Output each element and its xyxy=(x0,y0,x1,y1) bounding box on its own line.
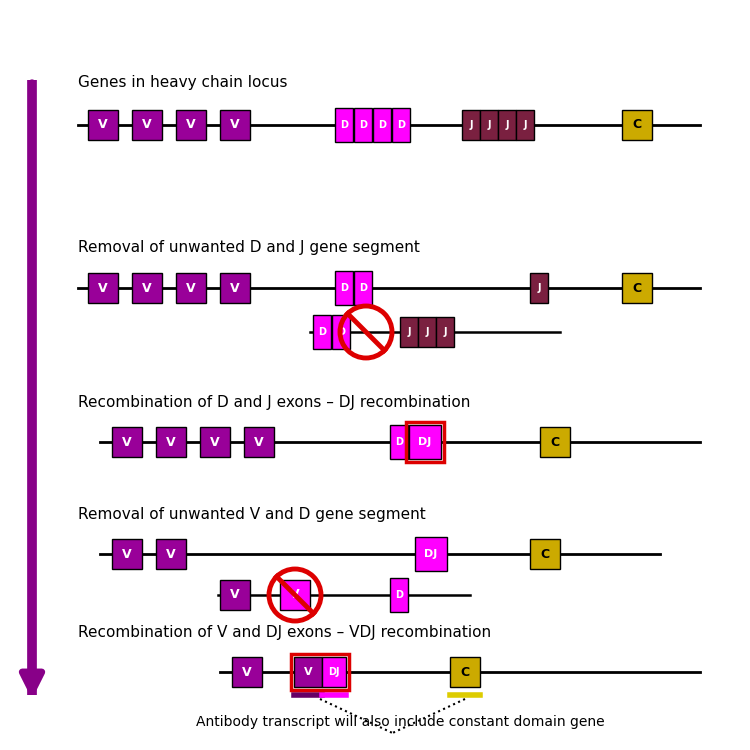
Bar xyxy=(498,110,516,140)
Bar xyxy=(540,427,570,457)
Bar xyxy=(516,110,534,140)
Bar xyxy=(156,539,186,569)
Text: C: C xyxy=(460,665,470,679)
Bar xyxy=(322,657,346,687)
Bar xyxy=(436,317,454,347)
Bar xyxy=(622,110,652,140)
Bar xyxy=(400,317,418,347)
Text: Recombination of D and J exons – DJ recombination: Recombination of D and J exons – DJ reco… xyxy=(78,395,470,410)
Text: D: D xyxy=(340,283,348,293)
Bar xyxy=(622,273,652,303)
Text: Antibody transcript will also include constant domain gene: Antibody transcript will also include co… xyxy=(196,715,604,729)
Bar xyxy=(373,108,391,142)
Bar xyxy=(415,537,447,571)
Bar xyxy=(313,315,331,349)
Text: Recombination of V and DJ exons – VDJ recombination: Recombination of V and DJ exons – VDJ re… xyxy=(78,625,491,640)
Bar xyxy=(354,108,372,142)
Text: C: C xyxy=(550,436,560,448)
Bar xyxy=(462,110,480,140)
Bar xyxy=(530,539,560,569)
Text: D: D xyxy=(359,283,367,293)
Text: V: V xyxy=(122,548,132,560)
Text: DJ: DJ xyxy=(328,667,340,677)
Bar xyxy=(88,273,118,303)
Bar xyxy=(132,110,162,140)
Bar xyxy=(88,110,118,140)
Text: J: J xyxy=(537,283,541,293)
Bar xyxy=(294,657,322,687)
Text: Genes in heavy chain locus: Genes in heavy chain locus xyxy=(78,75,287,90)
Bar xyxy=(335,108,353,142)
Text: J: J xyxy=(488,120,490,130)
Bar xyxy=(244,427,274,457)
Bar xyxy=(232,657,262,687)
Text: V: V xyxy=(186,118,196,131)
Bar xyxy=(112,427,142,457)
Text: D: D xyxy=(359,120,367,130)
Text: V: V xyxy=(186,281,196,295)
Text: C: C xyxy=(632,118,641,131)
Bar xyxy=(132,273,162,303)
Bar xyxy=(480,110,498,140)
Text: J: J xyxy=(524,120,526,130)
Text: DJ: DJ xyxy=(424,549,438,559)
Bar xyxy=(220,580,250,610)
Text: D: D xyxy=(397,120,405,130)
Bar xyxy=(176,273,206,303)
Text: J: J xyxy=(506,120,509,130)
Text: V: V xyxy=(98,118,108,131)
Text: D: D xyxy=(395,590,403,600)
Text: V: V xyxy=(142,281,152,295)
Text: D: D xyxy=(340,120,348,130)
Text: V: V xyxy=(98,281,108,295)
Text: D: D xyxy=(378,120,386,130)
Text: V: V xyxy=(230,589,240,602)
Text: V: V xyxy=(254,436,264,448)
Text: Removal of unwanted D and J gene segment: Removal of unwanted D and J gene segment xyxy=(78,240,420,255)
Text: C: C xyxy=(541,548,550,560)
Bar xyxy=(390,578,408,612)
Bar xyxy=(220,110,250,140)
Text: V: V xyxy=(290,589,300,602)
Bar xyxy=(335,271,353,305)
Bar xyxy=(409,425,441,459)
Text: J: J xyxy=(425,327,429,337)
Text: Removal of unwanted V and D gene segment: Removal of unwanted V and D gene segment xyxy=(78,507,426,522)
Bar xyxy=(291,654,349,690)
Text: J: J xyxy=(407,327,411,337)
Text: D: D xyxy=(395,437,403,447)
Text: D: D xyxy=(337,327,345,337)
Text: V: V xyxy=(142,118,152,131)
Bar xyxy=(354,271,372,305)
Text: V: V xyxy=(304,667,312,677)
Text: C: C xyxy=(632,281,641,295)
Text: V: V xyxy=(210,436,220,448)
Bar xyxy=(418,317,436,347)
Text: V: V xyxy=(242,665,252,679)
Bar xyxy=(450,657,480,687)
Bar xyxy=(406,422,444,462)
Bar xyxy=(392,108,410,142)
Bar xyxy=(220,273,250,303)
Text: V: V xyxy=(166,548,176,560)
Bar xyxy=(390,425,408,459)
Text: J: J xyxy=(470,120,472,130)
Bar xyxy=(332,315,350,349)
Bar xyxy=(200,427,230,457)
Bar xyxy=(280,580,310,610)
Bar xyxy=(112,539,142,569)
Text: V: V xyxy=(230,281,240,295)
Text: DJ: DJ xyxy=(419,437,432,447)
Text: V: V xyxy=(122,436,132,448)
Bar xyxy=(156,427,186,457)
Bar xyxy=(176,110,206,140)
Text: V: V xyxy=(230,118,240,131)
Text: V: V xyxy=(166,436,176,448)
Text: J: J xyxy=(443,327,447,337)
Bar xyxy=(530,273,548,303)
Text: D: D xyxy=(318,327,326,337)
